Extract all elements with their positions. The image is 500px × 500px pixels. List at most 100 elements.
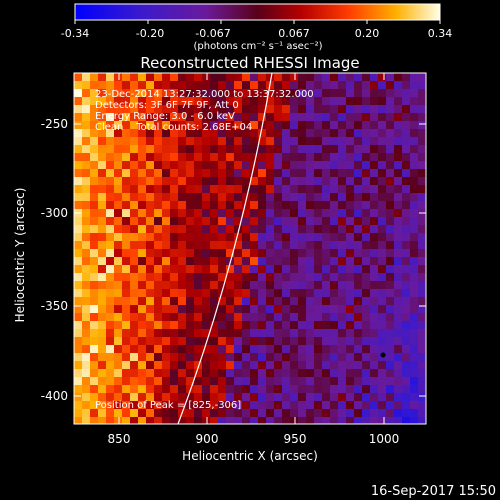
- image-pixel: [410, 321, 418, 329]
- image-pixel: [162, 353, 170, 361]
- image-pixel: [418, 249, 426, 257]
- image-pixel: [74, 113, 82, 121]
- image-pixel: [162, 313, 170, 321]
- image-pixel: [154, 217, 162, 225]
- image-pixel: [410, 369, 418, 377]
- image-pixel: [306, 417, 314, 424]
- image-pixel: [162, 297, 170, 305]
- image-pixel: [202, 281, 210, 289]
- image-pixel: [410, 337, 418, 345]
- image-pixel: [202, 417, 210, 424]
- image-pixel: [234, 305, 242, 313]
- image-pixel: [154, 273, 162, 281]
- image-pixel: [410, 193, 418, 201]
- image-pixel: [330, 281, 338, 289]
- image-pixel: [162, 321, 170, 329]
- image-pixel: [410, 393, 418, 401]
- image-pixel: [378, 273, 386, 281]
- image-pixel: [146, 97, 154, 105]
- image-pixel: [138, 225, 146, 233]
- image-pixel: [258, 169, 266, 177]
- image-pixel: [322, 137, 330, 145]
- image-pixel: [290, 233, 298, 241]
- image-pixel: [82, 281, 90, 289]
- image-pixel: [330, 241, 338, 249]
- image-pixel: [170, 337, 178, 345]
- image-pixel: [218, 345, 226, 353]
- image-pixel: [346, 89, 354, 97]
- image-pixel: [218, 193, 226, 201]
- image-pixel: [290, 121, 298, 129]
- image-pixel: [322, 273, 330, 281]
- image-pixel: [258, 289, 266, 297]
- image-pixel: [362, 305, 370, 313]
- image-pixel: [114, 353, 122, 361]
- image-pixel: [298, 393, 306, 401]
- image-pixel: [202, 329, 210, 337]
- image-pixel: [74, 297, 82, 305]
- image-pixel: [130, 297, 138, 305]
- image-pixel: [234, 249, 242, 257]
- image-pixel: [314, 169, 322, 177]
- image-pixel: [410, 137, 418, 145]
- image-pixel: [282, 289, 290, 297]
- image-pixel: [90, 169, 98, 177]
- image-pixel: [266, 257, 274, 265]
- image-pixel: [250, 209, 258, 217]
- image-pixel: [98, 185, 106, 193]
- image-pixel: [202, 225, 210, 233]
- image-pixel: [378, 233, 386, 241]
- image-pixel: [242, 409, 250, 417]
- image-pixel: [370, 281, 378, 289]
- image-pixel: [402, 313, 410, 321]
- image-pixel: [154, 321, 162, 329]
- image-pixel: [146, 241, 154, 249]
- image-pixel: [338, 217, 346, 225]
- image-pixel: [282, 145, 290, 153]
- image-pixel: [290, 241, 298, 249]
- image-pixel: [122, 257, 130, 265]
- image-pixel: [74, 409, 82, 417]
- image-pixel: [290, 273, 298, 281]
- image-pixel: [234, 137, 242, 145]
- image-pixel: [162, 345, 170, 353]
- image-pixel: [138, 337, 146, 345]
- image-pixel: [346, 185, 354, 193]
- image-pixel: [338, 209, 346, 217]
- image-pixel: [290, 313, 298, 321]
- image-pixel: [346, 329, 354, 337]
- image-pixel: [394, 145, 402, 153]
- image-pixel: [314, 153, 322, 161]
- image-pixel: [122, 273, 130, 281]
- image-pixel: [170, 273, 178, 281]
- image-pixel: [106, 393, 114, 401]
- image-pixel: [362, 153, 370, 161]
- image-pixel: [146, 337, 154, 345]
- image-pixel: [274, 201, 282, 209]
- image-pixel: [162, 161, 170, 169]
- image-pixel: [178, 129, 186, 137]
- image-pixel: [306, 105, 314, 113]
- image-pixel: [178, 281, 186, 289]
- image-pixel: [378, 313, 386, 321]
- image-pixel: [370, 129, 378, 137]
- image-pixel: [130, 97, 138, 105]
- image-pixel: [186, 377, 194, 385]
- colorbar-tick-label: 0.34: [428, 27, 453, 40]
- image-pixel: [394, 257, 402, 265]
- image-pixel: [330, 201, 338, 209]
- image-pixel: [330, 233, 338, 241]
- image-pixel: [378, 225, 386, 233]
- image-pixel: [146, 137, 154, 145]
- image-pixel: [170, 81, 178, 89]
- image-pixel: [258, 321, 266, 329]
- image-pixel: [402, 225, 410, 233]
- image-pixel: [298, 129, 306, 137]
- image-pixel: [218, 177, 226, 185]
- image-pixel: [90, 185, 98, 193]
- image-pixel: [170, 385, 178, 393]
- colorbar-gradient: [74, 3, 441, 21]
- image-pixel: [370, 345, 378, 353]
- image-pixel: [298, 377, 306, 385]
- image-pixel: [218, 169, 226, 177]
